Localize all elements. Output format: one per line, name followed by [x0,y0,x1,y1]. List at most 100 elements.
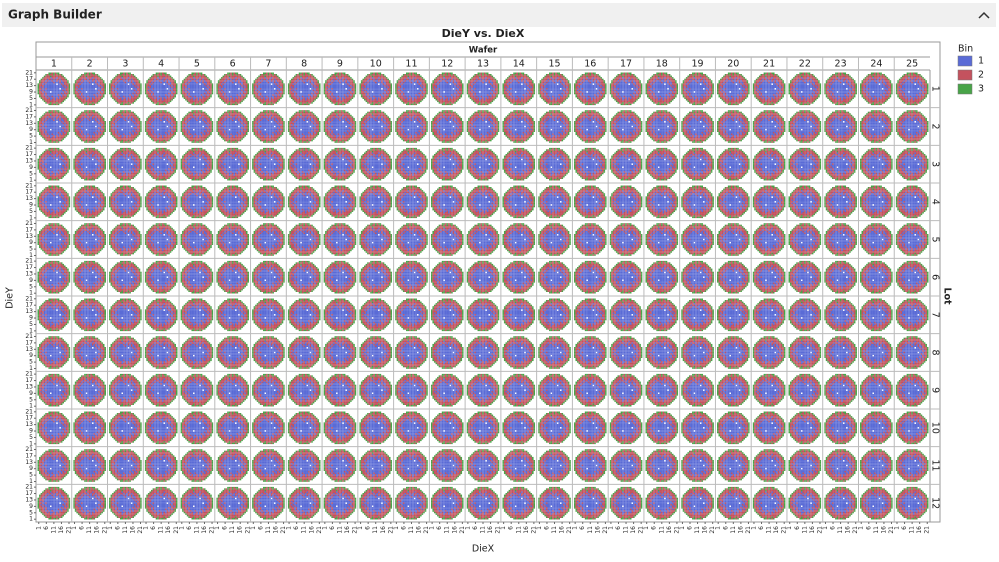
x-tick-label: 6 [400,526,407,530]
y-tick-label: 13 [25,383,33,390]
lot-label: 4 [930,199,941,205]
wafer-panel [395,373,428,407]
wafer-panel [180,449,214,482]
x-tick-label: 16 [237,526,244,534]
wafer-panel [895,336,929,369]
wafer-panel [788,147,822,181]
y-tick-label: 5 [29,170,33,177]
wafer-panel [859,147,893,181]
wafer-panel [395,336,428,369]
x-tick-label: 6 [758,526,765,530]
wafer-panel [430,72,464,106]
wafer-panel [716,223,750,256]
wafer-panel [752,298,786,332]
y-tick-label: 1 [29,139,33,146]
wafer-label: 2 [87,59,93,70]
legend-label: 2 [978,70,984,81]
y-tick-label: 13 [25,82,33,89]
wafer-panel [37,223,71,256]
wafer-panel [144,336,178,369]
wafer-panel [430,411,464,445]
x-tick-label: 16 [344,526,351,534]
wafer-panel [573,185,607,219]
y-tick-label: 17 [25,113,33,120]
x-tick-label: 6 [114,526,121,530]
y-tick-label: 5 [29,359,33,366]
y-tick-label: 1 [29,403,33,410]
y-tick-label: 13 [25,233,33,240]
wafer-panel [359,147,393,181]
y-tick-label: 5 [29,472,33,479]
wafer-panel [323,486,357,520]
x-tick-label: 1 [536,526,543,530]
x-tick-label: 11 [408,526,415,534]
wafer-panel [538,373,571,407]
wafer-panel [752,373,786,407]
wafer-panel [681,110,714,143]
y-tick-label: 21 [25,258,33,265]
x-tick-label: 11 [444,526,451,534]
wafer-panel [37,260,71,294]
wafer-panel [144,147,178,181]
wafer-panel [824,298,857,332]
lot-label: 10 [930,422,941,434]
wafer-label: 17 [620,59,632,70]
header-bar[interactable] [2,3,996,27]
wafer-panel [180,185,214,219]
x-tick-label: 11 [694,526,701,534]
wafer-panel [609,449,643,482]
x-tick-label: 11 [480,526,487,534]
wafer-panel [252,72,285,106]
wafer-panel [109,72,142,106]
x-tick-label: 16 [702,526,709,534]
wafer-panel [645,336,679,369]
x-tick-label: 21 [352,526,359,534]
wafer-panel [645,147,679,181]
y-tick-label: 9 [29,352,33,359]
wafer-panel [144,72,178,106]
wafer-panel [609,260,643,294]
wafer-panel [645,260,679,294]
x-tick-label: 11 [265,526,272,534]
wafer-panel [144,260,178,294]
x-tick-label: 11 [86,526,93,534]
wafer-panel [788,110,822,143]
y-tick-label: 13 [25,157,33,164]
x-tick-label: 6 [865,526,872,530]
wafer-panel [359,486,393,520]
wafer-panel [538,147,571,181]
wafer-panel [395,72,428,106]
collapse-caret[interactable] [978,11,990,19]
wafer-label: 25 [906,59,918,70]
wafer-panel [824,336,857,369]
wafer-panel [216,373,250,407]
y-tick-label: 5 [29,283,33,290]
y-tick-label: 21 [25,484,33,491]
wafer-label: 10 [370,59,382,70]
x-tick-label: 1 [357,526,364,530]
wafer-panel [359,449,393,482]
wafer-panel [359,336,393,369]
wafer-panel [73,72,107,106]
wafer-panel [716,449,750,482]
wafer-panel [359,373,393,407]
wafer-panel [395,411,428,445]
wafer-panel [824,72,857,106]
x-tick-label: 11 [515,526,522,534]
legend-swatch [957,69,973,81]
x-tick-label: 1 [214,526,221,530]
wafer-panel [73,449,107,482]
x-tick-label: 16 [880,526,887,534]
x-tick-label: 6 [222,526,229,530]
wafer-label: 4 [158,59,164,70]
wafer-panel [216,486,250,520]
x-tick-label: 11 [909,526,916,534]
wafer-label: 13 [477,59,489,70]
x-tick-label: 21 [137,526,144,534]
wafer-panel [895,411,929,445]
wafer-panel [287,110,321,143]
wafer-panel [502,223,536,256]
wafer-label: 23 [835,59,847,70]
wafer-panel [681,260,714,294]
wafer-panel [538,449,571,482]
